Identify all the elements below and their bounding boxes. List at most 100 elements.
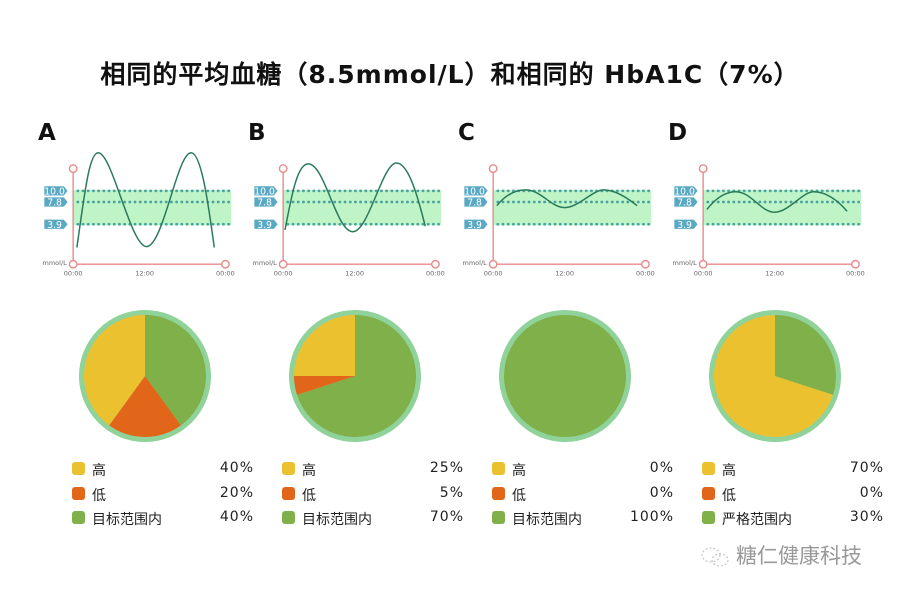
legend-value: 20% xyxy=(219,484,254,501)
x-tick: 00:00 xyxy=(846,269,865,277)
target-band xyxy=(703,189,861,226)
x-tick: 00:00 xyxy=(274,269,293,277)
axis-end xyxy=(278,164,288,173)
threshold-label: 3.9 xyxy=(257,220,272,231)
legend-label: 高 xyxy=(512,463,526,479)
legend-label: 高 xyxy=(302,463,316,479)
threshold-tag xyxy=(674,197,698,207)
legend-label: 高 xyxy=(722,463,736,479)
threshold-tag xyxy=(464,186,488,196)
legend-swatch xyxy=(282,462,295,475)
x-tick: 12:00 xyxy=(135,269,154,277)
x-tick: 12:00 xyxy=(765,269,784,277)
legend-value: 40% xyxy=(219,460,254,476)
legend-swatch xyxy=(702,511,715,524)
pie-slice-high xyxy=(84,315,145,426)
panel-letter: B xyxy=(248,120,266,146)
target-band xyxy=(283,189,441,226)
legend-item: 高 70% xyxy=(702,460,892,480)
legend-label: 低 xyxy=(92,487,106,504)
legend-label: 目标范围内 xyxy=(512,512,582,528)
legend-item: 严格范围内 30% xyxy=(702,509,892,529)
x-tick: 12:00 xyxy=(555,269,574,277)
legend-value: 40% xyxy=(219,509,254,525)
axis-end xyxy=(431,259,440,269)
unit-label: mmol/L xyxy=(253,259,278,267)
legend-item: 目标范围内 40% xyxy=(72,509,262,529)
target-band xyxy=(493,189,651,226)
legend-label: 高 xyxy=(92,463,106,479)
legend-item: 高 0% xyxy=(492,460,682,480)
legend-swatch xyxy=(702,462,715,475)
axis-origin xyxy=(278,259,288,269)
legend-swatch xyxy=(702,486,715,500)
legend-swatch xyxy=(72,462,85,475)
axis-end xyxy=(68,164,78,173)
threshold-label: 7.8 xyxy=(467,198,482,209)
panel-a: A 10.0 7.8 3.9 mmol/L 00:00 12:00 00:00 … xyxy=(35,0,253,594)
glucose-chart: 10.0 7.8 3.9 mmol/L 00:00 12:00 00:00 xyxy=(673,164,865,277)
threshold-label: 10.0 xyxy=(464,187,485,198)
panel-d: D 10.0 7.8 3.9 mmol/L 00:00 12:00 00:00 … xyxy=(665,0,883,594)
threshold-label: 3.9 xyxy=(467,220,482,231)
pie-chart xyxy=(289,310,421,442)
legend-value: 0% xyxy=(649,484,674,501)
pie-chart xyxy=(79,310,211,442)
legend-label: 严格范围内 xyxy=(722,512,792,528)
legend-item: 目标范围内 70% xyxy=(282,509,472,529)
threshold-label: 7.8 xyxy=(677,198,692,209)
legend-label: 低 xyxy=(302,487,316,504)
threshold-label: 10.0 xyxy=(674,187,695,198)
threshold-label: 3.9 xyxy=(677,220,692,231)
glucose-curve xyxy=(76,152,216,248)
threshold-tag xyxy=(674,186,698,196)
legend-value: 5% xyxy=(439,484,464,501)
threshold-tag xyxy=(254,186,278,196)
panel-b: B 10.0 7.8 3.9 mmol/L 00:00 12:00 00:00 … xyxy=(245,0,463,594)
threshold-label: 3.9 xyxy=(47,220,62,231)
legend-swatch xyxy=(72,486,85,500)
x-tick: 00:00 xyxy=(64,269,83,277)
axis-end xyxy=(641,259,650,269)
legend-value: 70% xyxy=(849,460,884,476)
axis-origin xyxy=(68,259,78,269)
legend-label: 低 xyxy=(722,487,736,504)
pie-chart xyxy=(499,310,631,442)
threshold-tag xyxy=(44,186,68,196)
pie-slice-in-range xyxy=(504,315,626,437)
x-tick: 12:00 xyxy=(345,269,364,277)
axis-origin xyxy=(698,259,708,269)
pie-slice-low xyxy=(109,376,181,437)
glucose-chart: 10.0 7.8 3.9 mmol/L 00:00 12:00 00:00 xyxy=(253,162,445,277)
legend-item: 目标范围内 100% xyxy=(492,509,682,529)
unit-label: mmol/L xyxy=(673,259,698,267)
watermark: 糖仁健康科技 xyxy=(700,540,862,570)
x-tick: 00:00 xyxy=(694,269,713,277)
threshold-tag xyxy=(254,219,278,229)
legend-item: 高 25% xyxy=(282,460,472,480)
legend-value: 0% xyxy=(649,460,674,476)
legend-value: 25% xyxy=(429,460,464,476)
axis-end xyxy=(488,164,498,173)
axis-end xyxy=(698,164,708,173)
glucose-curve xyxy=(496,189,638,209)
threshold-tag xyxy=(464,219,488,229)
threshold-label: 7.8 xyxy=(257,198,272,209)
pie-slice-in-range xyxy=(296,315,416,437)
legend-item: 低 20% xyxy=(72,485,262,505)
watermark-text: 糖仁健康科技 xyxy=(736,544,862,568)
legend-value: 0% xyxy=(859,484,884,501)
axis-end xyxy=(221,259,230,269)
threshold-tag xyxy=(674,219,698,229)
glucose-chart: 10.0 7.8 3.9 mmol/L 00:00 12:00 00:00 xyxy=(43,152,235,277)
panel-letter: D xyxy=(668,120,688,146)
page-title: 相同的平均血糖（8.5mmol/L）和相同的 HbA1C（7%） xyxy=(100,60,800,89)
legend-swatch xyxy=(72,511,85,524)
legend-swatch xyxy=(492,486,505,500)
legend-value: 70% xyxy=(429,509,464,525)
legend-item: 高 40% xyxy=(72,460,262,480)
legend-swatch xyxy=(282,486,295,500)
x-tick: 00:00 xyxy=(484,269,503,277)
threshold-tag xyxy=(464,197,488,207)
